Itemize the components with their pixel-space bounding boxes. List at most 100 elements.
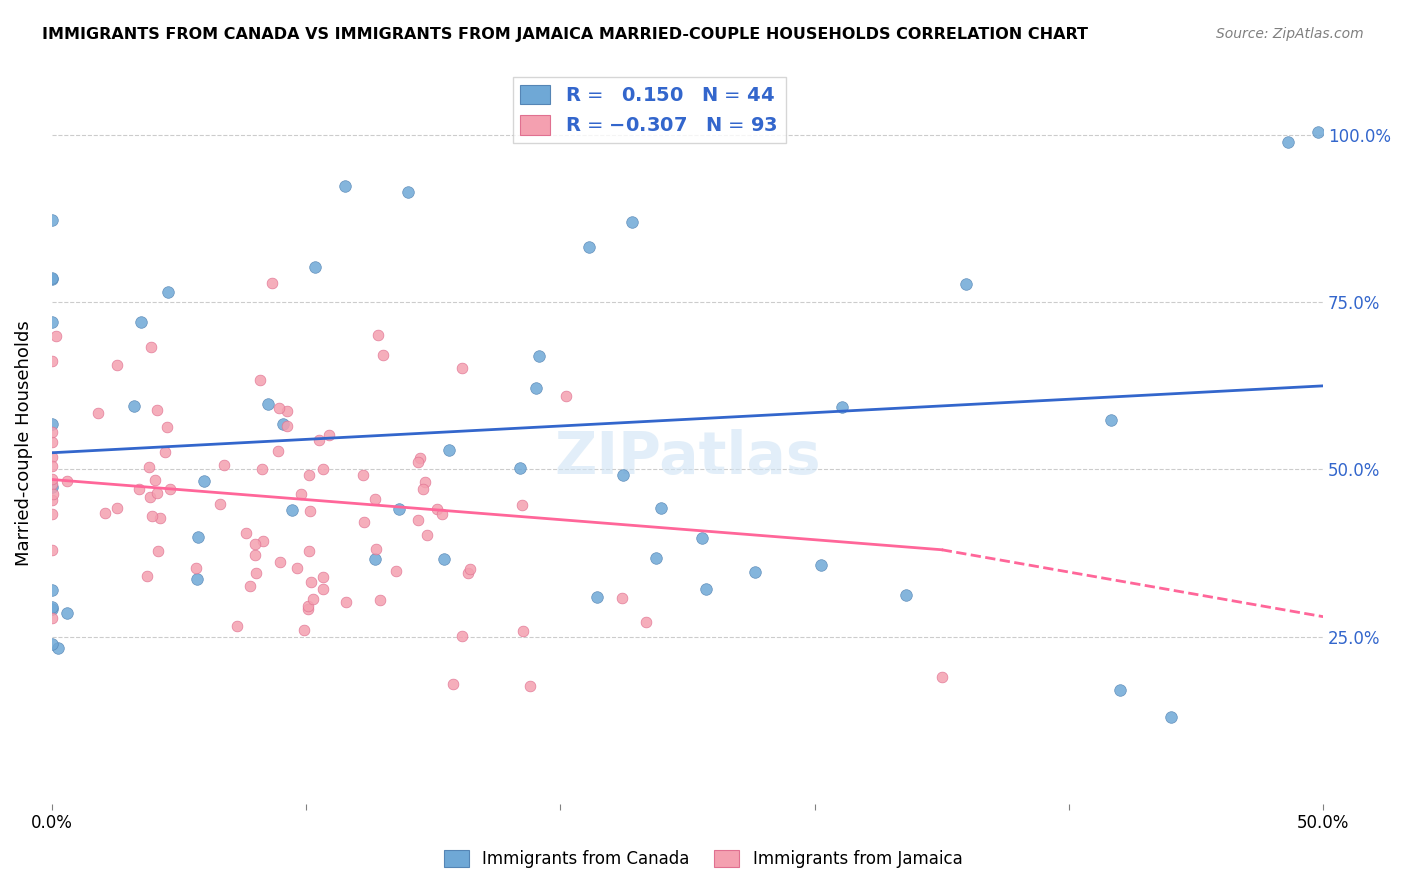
Point <box>318 428 340 442</box>
Point <box>371 348 394 362</box>
Point <box>41 480 63 494</box>
Point <box>509 460 531 475</box>
Point <box>695 582 717 596</box>
Point <box>94 506 117 520</box>
Point <box>1099 413 1122 427</box>
Point <box>610 591 633 605</box>
Point <box>249 373 271 387</box>
Point <box>744 565 766 579</box>
Point <box>810 558 832 572</box>
Point <box>136 569 159 583</box>
Point <box>831 400 853 414</box>
Point <box>41 417 63 432</box>
Point <box>690 531 713 545</box>
Point <box>554 389 576 403</box>
Point <box>41 477 63 491</box>
Point <box>645 551 668 566</box>
Point <box>364 541 387 556</box>
Point <box>225 618 247 632</box>
Point <box>299 504 322 518</box>
Point <box>524 380 547 394</box>
Point <box>208 497 231 511</box>
Point <box>128 483 150 497</box>
Point <box>41 315 63 329</box>
Point <box>409 450 432 465</box>
Point <box>214 458 236 472</box>
Point <box>146 402 169 417</box>
Point <box>352 467 374 482</box>
Point <box>139 490 162 504</box>
Point <box>285 561 308 575</box>
Point <box>1160 710 1182 724</box>
Point <box>87 406 110 420</box>
Point <box>148 544 170 558</box>
Point <box>149 511 172 525</box>
Point <box>139 339 162 353</box>
Text: Source: ZipAtlas.com: Source: ZipAtlas.com <box>1216 27 1364 41</box>
Y-axis label: Married-couple Households: Married-couple Households <box>15 320 32 566</box>
Point <box>510 498 533 512</box>
Point <box>56 474 79 488</box>
Legend: $\mathbf{R}$ =   $\mathbf{0.150}$   $\mathbf{N}$ = $\mathbf{44}$, $\mathbf{R}$ =: $\mathbf{R}$ = $\mathbf{0.150}$ $\mathbf… <box>513 77 786 143</box>
Point <box>276 404 298 418</box>
Point <box>297 599 319 614</box>
Point <box>235 525 257 540</box>
Point <box>333 179 356 194</box>
Point <box>634 615 657 629</box>
Point <box>41 542 63 557</box>
Point <box>41 582 63 597</box>
Point <box>298 467 321 482</box>
Point <box>141 509 163 524</box>
Point <box>41 602 63 616</box>
Point <box>45 329 67 343</box>
Point <box>41 270 63 285</box>
Point <box>41 472 63 486</box>
Point <box>367 327 389 342</box>
Point <box>245 566 267 580</box>
Point <box>1277 135 1299 149</box>
Point <box>311 582 333 596</box>
Point <box>458 561 481 575</box>
Point <box>41 507 63 521</box>
Point <box>41 272 63 286</box>
Point <box>187 530 209 544</box>
Legend: Immigrants from Canada, Immigrants from Jamaica: Immigrants from Canada, Immigrants from … <box>437 843 969 875</box>
Point <box>416 528 439 542</box>
Point <box>281 503 304 517</box>
Point <box>894 588 917 602</box>
Point <box>245 537 267 551</box>
Point <box>304 260 326 274</box>
Point <box>55 606 77 620</box>
Point <box>271 417 294 432</box>
Point <box>426 501 449 516</box>
Point <box>578 240 600 254</box>
Point <box>41 459 63 474</box>
Point <box>413 475 436 490</box>
Point <box>184 560 207 574</box>
Point <box>159 482 181 496</box>
Text: ZIPatlas: ZIPatlas <box>554 429 821 485</box>
Point <box>512 624 534 638</box>
Point <box>297 602 319 616</box>
Point <box>519 679 541 693</box>
Point <box>41 600 63 615</box>
Point <box>527 349 550 363</box>
Point <box>48 641 70 656</box>
Point <box>586 590 609 604</box>
Point <box>955 277 977 292</box>
Point <box>41 450 63 464</box>
Point <box>41 492 63 507</box>
Point <box>41 353 63 368</box>
Point <box>457 566 479 581</box>
Point <box>41 212 63 227</box>
Point <box>252 534 274 549</box>
Point <box>131 315 153 329</box>
Point <box>122 399 145 413</box>
Point <box>430 507 453 521</box>
Point <box>364 552 387 566</box>
Text: IMMIGRANTS FROM CANADA VS IMMIGRANTS FROM JAMAICA MARRIED-COUPLE HOUSEHOLDS CORR: IMMIGRANTS FROM CANADA VS IMMIGRANTS FRO… <box>42 27 1088 42</box>
Point <box>311 462 333 476</box>
Point <box>146 486 169 500</box>
Point <box>294 623 316 637</box>
Point <box>276 419 298 434</box>
